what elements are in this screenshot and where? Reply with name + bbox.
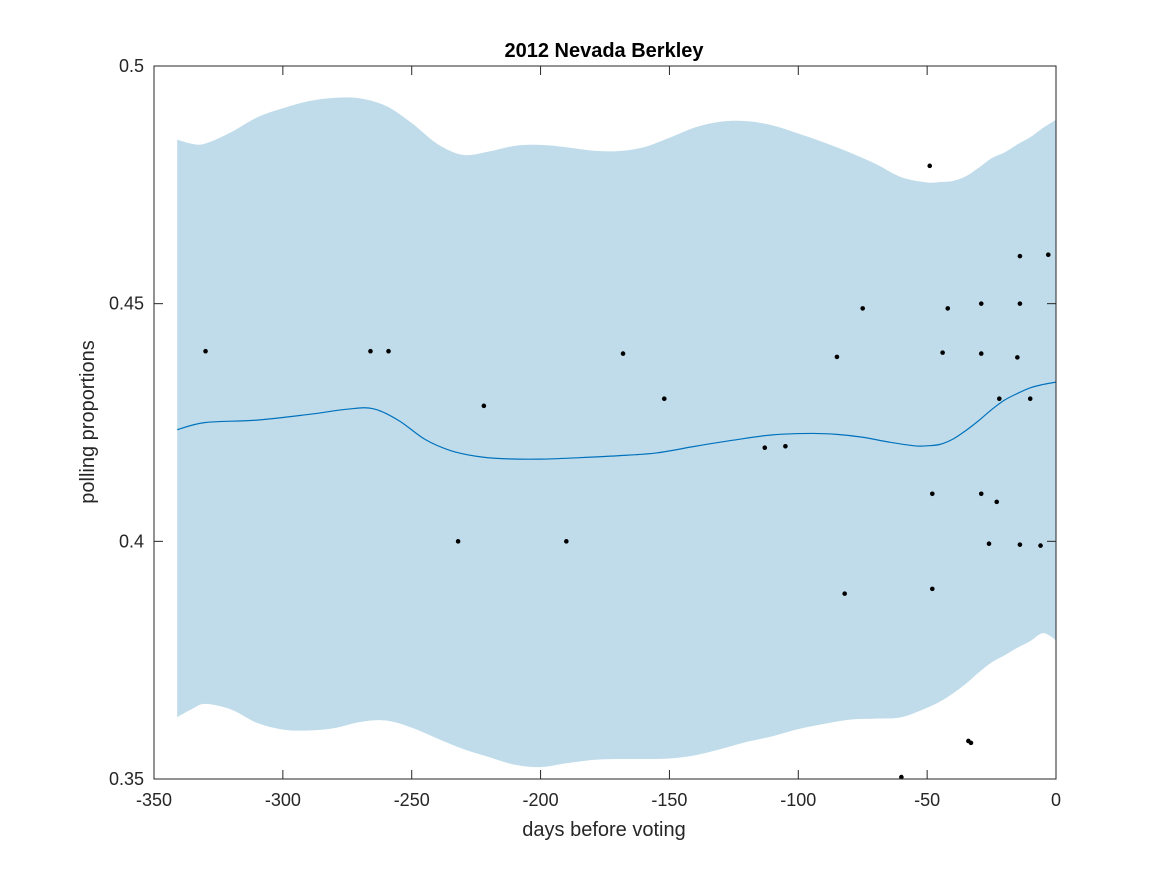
poll-point bbox=[783, 443, 788, 449]
poll-point bbox=[986, 541, 992, 547]
trend-line bbox=[177, 381, 1056, 460]
poll-point bbox=[1017, 542, 1023, 547]
axes: -350 -300 -250 -200 -150 -100 -50 0 0.35 0.4 0.45 0… bbox=[109, 56, 1061, 810]
poll-point bbox=[1017, 301, 1023, 306]
poll-point bbox=[860, 306, 866, 311]
poll-point bbox=[481, 403, 487, 409]
y-axis-label: polling proportions bbox=[77, 340, 99, 503]
poll-point bbox=[1038, 543, 1043, 548]
x-tick-label: -300 bbox=[265, 790, 301, 810]
plot-content bbox=[177, 97, 1056, 779]
poll-point bbox=[620, 351, 626, 356]
poll-point bbox=[842, 591, 847, 596]
poll-point bbox=[968, 740, 974, 746]
y-tick-label: 0.45 bbox=[109, 294, 144, 314]
poll-point bbox=[762, 445, 768, 450]
poll-point bbox=[978, 351, 984, 356]
poll-point bbox=[564, 539, 569, 544]
poll-point bbox=[930, 586, 935, 592]
plot-area bbox=[177, 97, 1056, 779]
poll-point bbox=[945, 306, 951, 311]
x-tick-label: -50 bbox=[914, 790, 940, 810]
poll-point bbox=[834, 354, 840, 360]
chart-title: 2012 Nevada Berkley bbox=[504, 40, 704, 62]
poll-point bbox=[994, 499, 1000, 505]
x-tick-label: -100 bbox=[780, 790, 816, 810]
poll-point bbox=[940, 350, 945, 355]
poll-point bbox=[386, 348, 391, 354]
poll-point bbox=[1015, 355, 1020, 360]
confidence-band bbox=[177, 97, 1056, 768]
axes-box bbox=[153, 65, 1057, 780]
poll-point bbox=[203, 348, 208, 354]
x-tick-label: -200 bbox=[523, 790, 559, 810]
poll-point bbox=[899, 774, 904, 779]
poll-point bbox=[930, 491, 935, 497]
poll-point bbox=[1017, 253, 1023, 259]
poll-point bbox=[368, 348, 373, 354]
y-tick-label: 0.4 bbox=[119, 531, 144, 551]
y-tick-label: 0.5 bbox=[119, 56, 144, 76]
poll-point bbox=[978, 491, 984, 497]
x-tick-label: -250 bbox=[394, 790, 430, 810]
x-tick-label: 0 bbox=[1051, 790, 1061, 810]
poll-point bbox=[997, 396, 1002, 402]
poll-point bbox=[978, 301, 984, 306]
x-axis-label: days before voting bbox=[522, 819, 685, 841]
x-tick-label: -150 bbox=[651, 790, 687, 810]
y-tick-label: 0.35 bbox=[109, 769, 144, 789]
poll-point bbox=[1027, 396, 1033, 402]
x-tick-label: -350 bbox=[136, 790, 172, 810]
poll-point bbox=[661, 396, 667, 402]
poll-point bbox=[927, 163, 933, 169]
poll-point bbox=[1045, 252, 1051, 258]
poll-point bbox=[455, 539, 461, 544]
